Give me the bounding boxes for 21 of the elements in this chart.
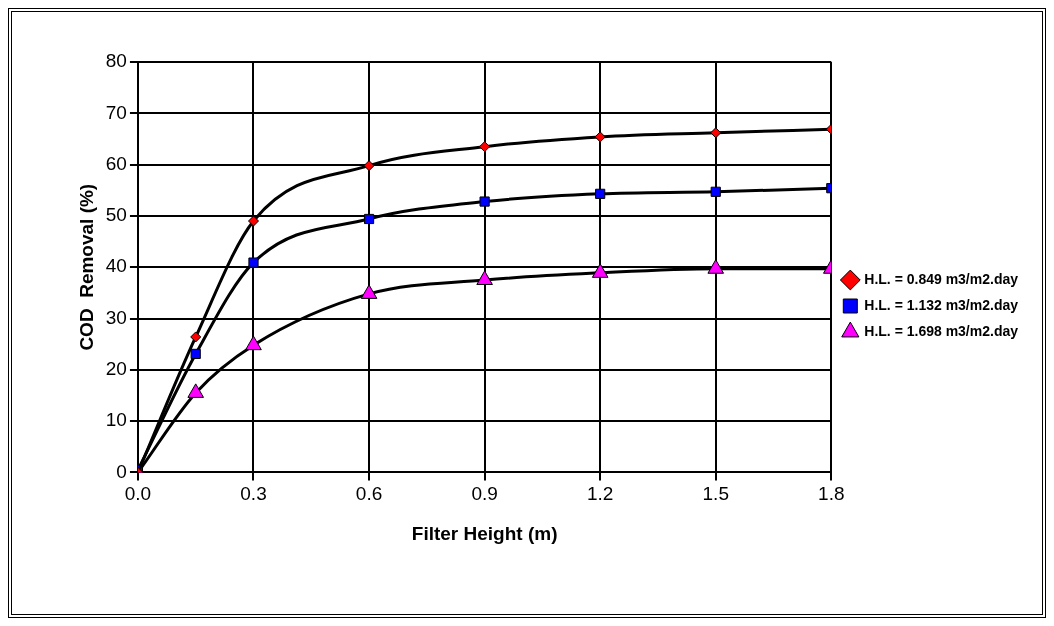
x-tick-label: 1.2 [586, 483, 614, 505]
y-tick-label: 50 [105, 204, 127, 226]
x-axis-title: Filter Height (m) [411, 522, 558, 544]
x-tick-label: 1.5 [702, 483, 729, 505]
legend-label: H.L. = 1.132 m3/m2.day [864, 296, 1019, 313]
y-tick-label: 40 [105, 255, 127, 277]
legend-label: H.L. = 1.698 m3/m2.day [864, 322, 1019, 339]
x-tick-label: 0.0 [124, 483, 152, 505]
x-tick-label: 1.8 [818, 483, 845, 505]
y-tick-label: 30 [105, 306, 127, 328]
x-tick-label: 0.3 [240, 483, 267, 505]
y-tick-label: 70 [105, 101, 127, 123]
y-tick-label: 20 [105, 358, 127, 380]
y-tick-label: 0 [116, 460, 127, 482]
x-tick-label: 0.6 [355, 483, 383, 505]
y-tick-label: 60 [105, 152, 127, 174]
y-axis-title: COD Removal (%) [75, 183, 97, 351]
legend-label: H.L. = 0.849 m3/m2.day [864, 270, 1019, 287]
y-tick-label: 80 [105, 50, 127, 72]
x-tick-label: 0.9 [471, 483, 498, 505]
y-tick-label: 10 [105, 409, 127, 431]
